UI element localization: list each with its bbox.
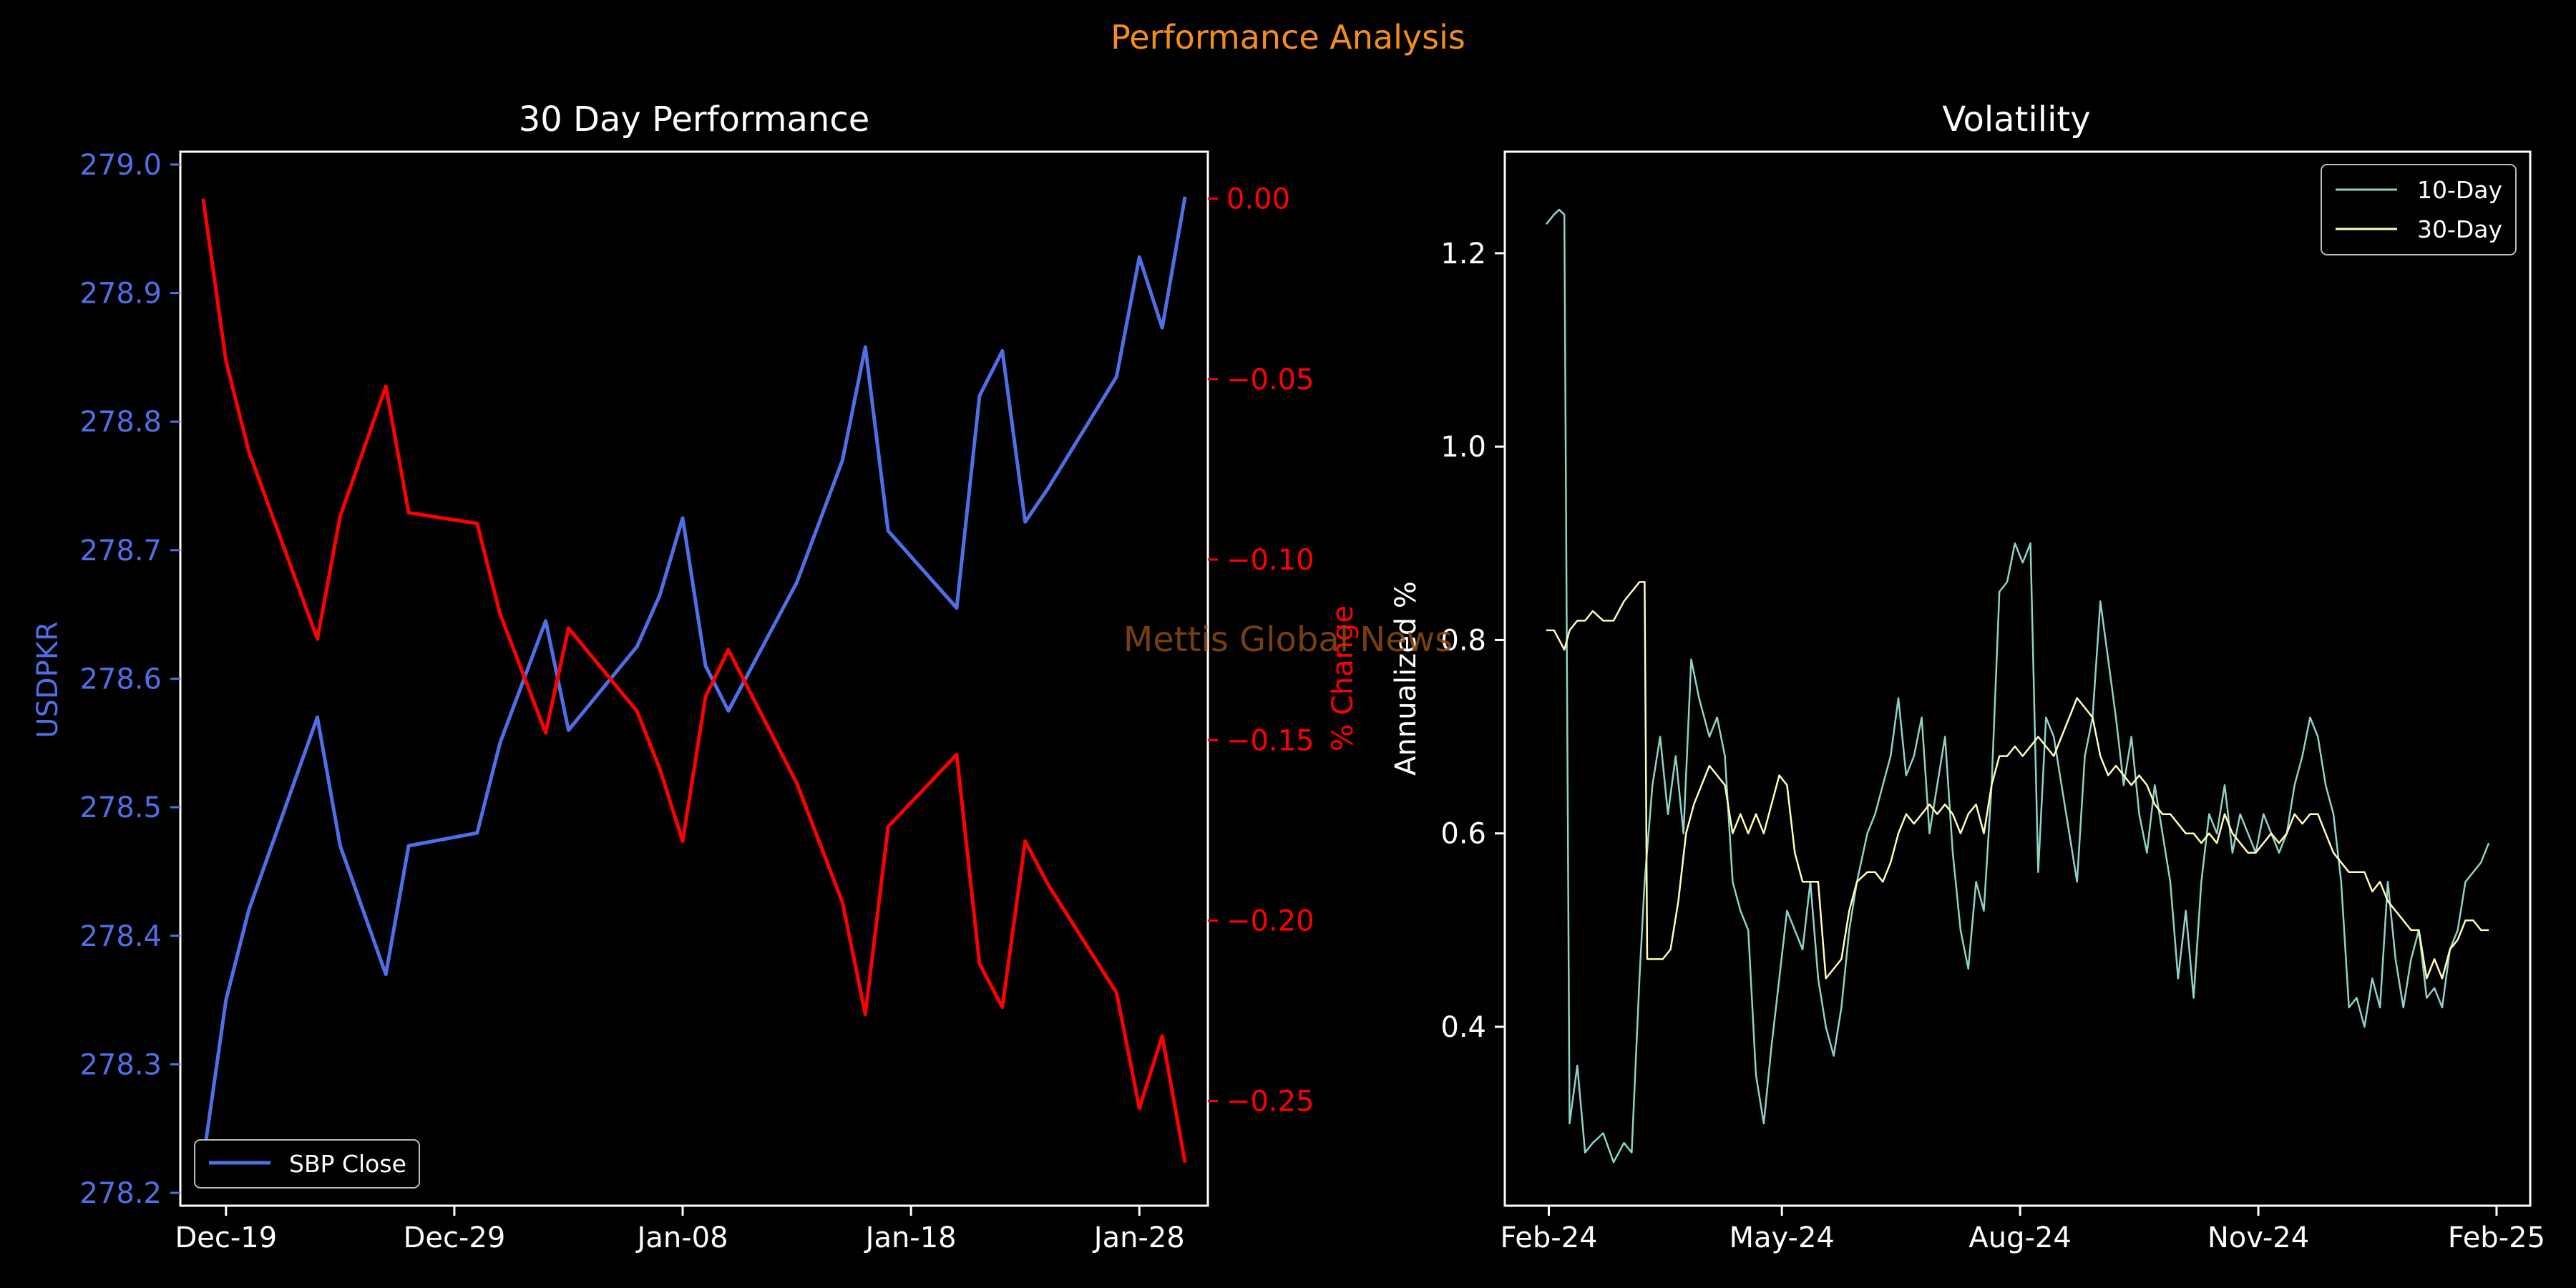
performance-y-right-ticks: 0.00 −0.05 −0.10 −0.15 −0.20 −0.25 — [1208, 183, 1314, 1118]
legend-sbp-close-label: SBP Close — [289, 1150, 406, 1178]
y-tick-label: 1.2 — [1440, 238, 1486, 270]
y-left-tick-label: 278.8 — [79, 406, 162, 439]
x-tick-label: Jan-08 — [635, 1221, 728, 1254]
y-left-tick-label: 279.0 — [79, 149, 162, 182]
usdpkr-axis-label: USDPKR — [31, 621, 64, 738]
y-left-tick-label: 278.4 — [79, 920, 162, 953]
performance-y-left-ticks: 278.2 278.3 278.4 278.5 278.6 278.7 278.8 278.9… — [79, 149, 180, 1210]
x-tick-label: Feb-25 — [2448, 1221, 2545, 1254]
x-tick-label: Feb-24 — [1500, 1221, 1597, 1254]
performance-panel: 30 Day Performance Dec-19 Dec-29 Jan-08 Jan… — [31, 99, 1360, 1254]
x-tick-label: Aug-24 — [1968, 1221, 2071, 1254]
performance-x-ticks: Dec-19 Dec-29 Jan-08 Jan-18 Jan-28 — [175, 1206, 1185, 1254]
figure-suptitle: Performance Analysis — [1111, 18, 1465, 57]
y-left-tick-label: 278.5 — [79, 791, 162, 824]
y-left-tick-label: 278.3 — [79, 1048, 162, 1081]
y-tick-label: 1.0 — [1440, 431, 1486, 464]
x-tick-label: Nov-24 — [2207, 1221, 2309, 1254]
y-left-tick-label: 278.6 — [79, 663, 162, 696]
y-left-tick-label: 278.7 — [79, 535, 162, 567]
y-right-tick-label: 0.00 — [1226, 183, 1290, 216]
volatility-legend-box — [2321, 164, 2517, 255]
volatility-title: Volatility — [1942, 99, 2090, 140]
y-left-tick-label: 278.2 — [79, 1177, 162, 1210]
performance-lines — [201, 196, 1187, 1163]
y-right-tick-label: −0.20 — [1226, 904, 1314, 937]
performance-title: 30 Day Performance — [519, 99, 870, 140]
performance-legend-box — [194, 1139, 420, 1189]
y-right-tick-label: −0.25 — [1226, 1085, 1314, 1118]
volatility-plot-frame — [1503, 150, 2532, 1207]
x-tick-label: Dec-19 — [175, 1221, 277, 1254]
y-tick-label: 0.4 — [1440, 1011, 1486, 1044]
y-tick-label: 0.6 — [1440, 818, 1486, 851]
y-right-tick-label: −0.15 — [1226, 724, 1314, 757]
pct-change-axis-label: % Change — [1327, 605, 1360, 751]
y-right-tick-label: −0.10 — [1226, 544, 1314, 577]
volatility-lines — [1545, 208, 2490, 1163]
x-tick-label: Jan-18 — [864, 1221, 957, 1254]
legend-10-day-label: 10-Day — [2417, 176, 2502, 204]
x-tick-label: Dec-29 — [404, 1221, 506, 1254]
sbp-close-line — [201, 196, 1187, 1161]
y-left-tick-label: 278.9 — [79, 278, 162, 311]
x-tick-label: May-24 — [1729, 1221, 1835, 1254]
volatility-y-ticks: 0.4 0.6 0.8 1.0 1.2 — [1440, 238, 1505, 1044]
volatility-legend: 10-Day 30-Day — [2321, 164, 2517, 255]
y-right-tick-label: −0.05 — [1226, 364, 1314, 396]
y-tick-label: 0.8 — [1440, 624, 1486, 657]
legend-30-day-label: 30-Day — [2417, 215, 2502, 243]
30-day-volatility-line — [1546, 581, 2489, 980]
performance-legend: SBP Close — [194, 1139, 420, 1189]
volatility-panel: Volatility Feb-24 May-24 Aug-24 Nov-24 Feb-2… — [1390, 99, 2545, 1254]
x-tick-label: Jan-28 — [1092, 1221, 1185, 1254]
volatility-x-ticks: Feb-24 May-24 Aug-24 Nov-24 Feb-25 — [1500, 1206, 2545, 1254]
watermark: Mettis Global News — [1123, 620, 1453, 660]
change-line — [201, 198, 1187, 1163]
volatility-axis-label: Annualized % — [1390, 581, 1423, 776]
10-day-volatility-line — [1545, 208, 2490, 1163]
